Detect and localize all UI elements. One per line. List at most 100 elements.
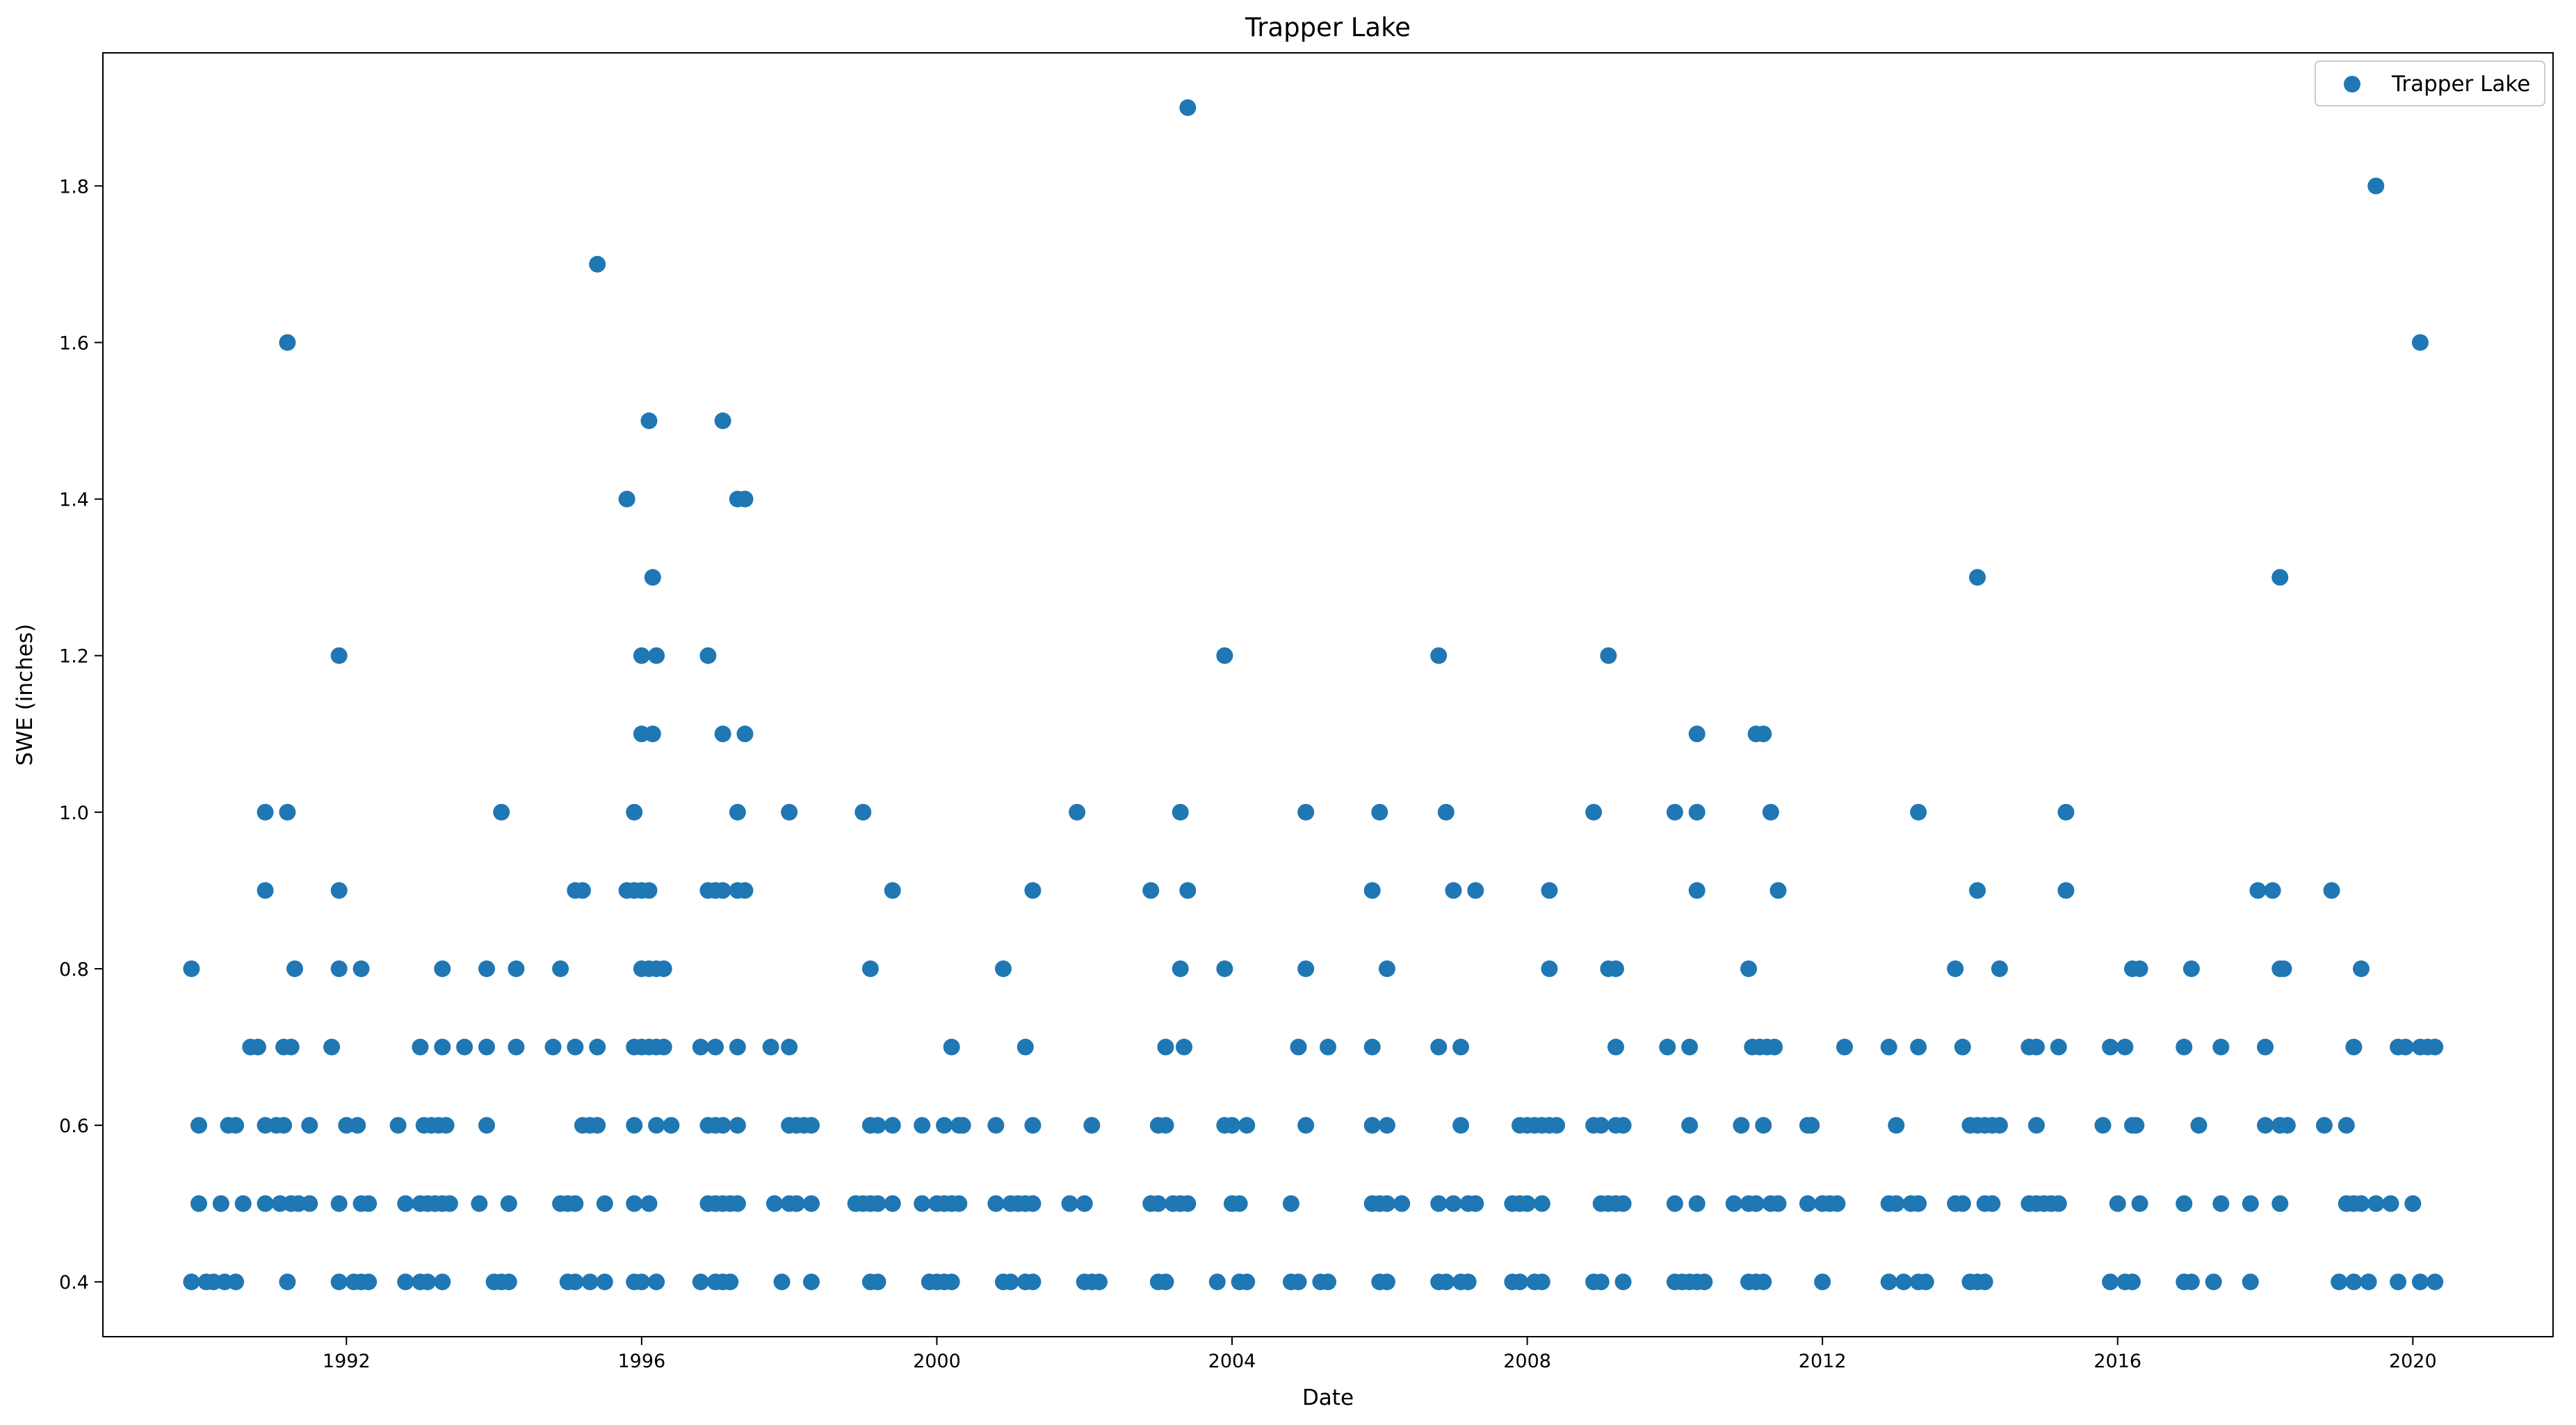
data-point [330,1195,348,1212]
data-point [1437,1273,1455,1291]
data-point [353,960,370,977]
data-point [567,1038,584,1056]
x-tick-label: 2000 [913,1351,961,1372]
data-point [854,803,872,821]
x-tick-label: 2016 [2093,1351,2141,1372]
data-point [869,1117,886,1134]
data-point [648,647,665,664]
data-point [1224,1117,1241,1134]
data-point [987,1195,1005,1212]
data-point [2131,960,2148,977]
data-point [1688,882,1706,899]
data-point [2390,1273,2407,1291]
data-point [1172,960,1189,977]
data-point [1297,803,1315,821]
data-point [1363,882,1381,899]
data-point [1766,1038,1783,1056]
data-point [1888,1117,1905,1134]
data-point [994,960,1012,977]
data-point [330,882,348,899]
data-point [1755,725,1772,743]
data-point [714,1117,731,1134]
data-point [1024,1117,1042,1134]
y-tick-label: 0.8 [59,959,89,981]
data-point [1320,1273,1336,1291]
data-point [2427,1273,2444,1291]
x-tick-label: 2004 [1208,1351,1256,1372]
data-point [1917,1273,1934,1291]
data-point [360,1195,378,1212]
data-point [1430,1038,1448,1056]
data-point [954,1117,971,1134]
data-point [1069,803,1086,821]
data-point [644,725,661,743]
data-point [1467,882,1484,899]
data-point [234,1195,252,1212]
data-point [1969,882,1986,899]
data-point [1363,1038,1381,1056]
data-point [1142,882,1160,899]
data-point [183,960,200,977]
data-point [1149,1195,1167,1212]
data-point [596,1195,613,1212]
data-point [279,803,296,821]
data-point [2367,177,2385,195]
data-point [1290,1038,1307,1056]
data-point [640,412,658,430]
data-point [1614,1273,1632,1291]
data-point [2190,1117,2208,1134]
data-point [493,803,510,821]
data-point [2360,1273,2377,1291]
y-tick-label: 1.8 [59,176,89,198]
data-point [736,882,754,899]
data-point [1910,1038,1927,1056]
data-point [1002,1273,1019,1291]
data-point [707,1038,724,1056]
data-point [279,1273,296,1291]
data-point [714,882,731,899]
data-point [943,1038,960,1056]
data-point [1459,1273,1477,1291]
data-point [1179,882,1197,899]
data-point [1991,1117,2008,1134]
data-point [2411,1273,2429,1291]
data-point [2182,1273,2200,1291]
data-point [714,725,731,743]
data-point [729,1038,746,1056]
data-point [618,490,635,508]
data-point [788,1195,805,1212]
legend-label: Trapper Lake [2391,72,2530,97]
data-point [434,1273,451,1291]
data-point [2271,569,2289,586]
data-point [1238,1117,1256,1134]
data-point [1024,1273,1042,1291]
data-point [552,960,569,977]
data-point [1378,1117,1395,1134]
data-point [1378,1273,1395,1291]
data-point [1614,1117,1632,1134]
data-point [301,1195,318,1212]
data-point [434,1038,451,1056]
data-point [2315,1117,2333,1134]
data-point [1452,1117,1470,1134]
data-point [1976,1273,1993,1291]
data-point [1755,1117,1772,1134]
data-point [2123,1273,2141,1291]
data-point [434,960,451,977]
data-point [567,1273,584,1291]
data-point [1829,1195,1846,1212]
data-point [773,1273,791,1291]
data-point [397,1273,414,1291]
data-point [1216,960,1233,977]
data-point [914,1195,931,1212]
data-point [2275,960,2292,977]
data-point [1954,1038,1971,1056]
data-point [275,1117,293,1134]
data-point [1666,1195,1683,1212]
data-point [1297,1117,1315,1134]
y-tick-label: 1.4 [59,490,89,511]
data-point [1452,1038,1470,1056]
data-point [1541,960,1558,977]
data-point [471,1195,488,1212]
